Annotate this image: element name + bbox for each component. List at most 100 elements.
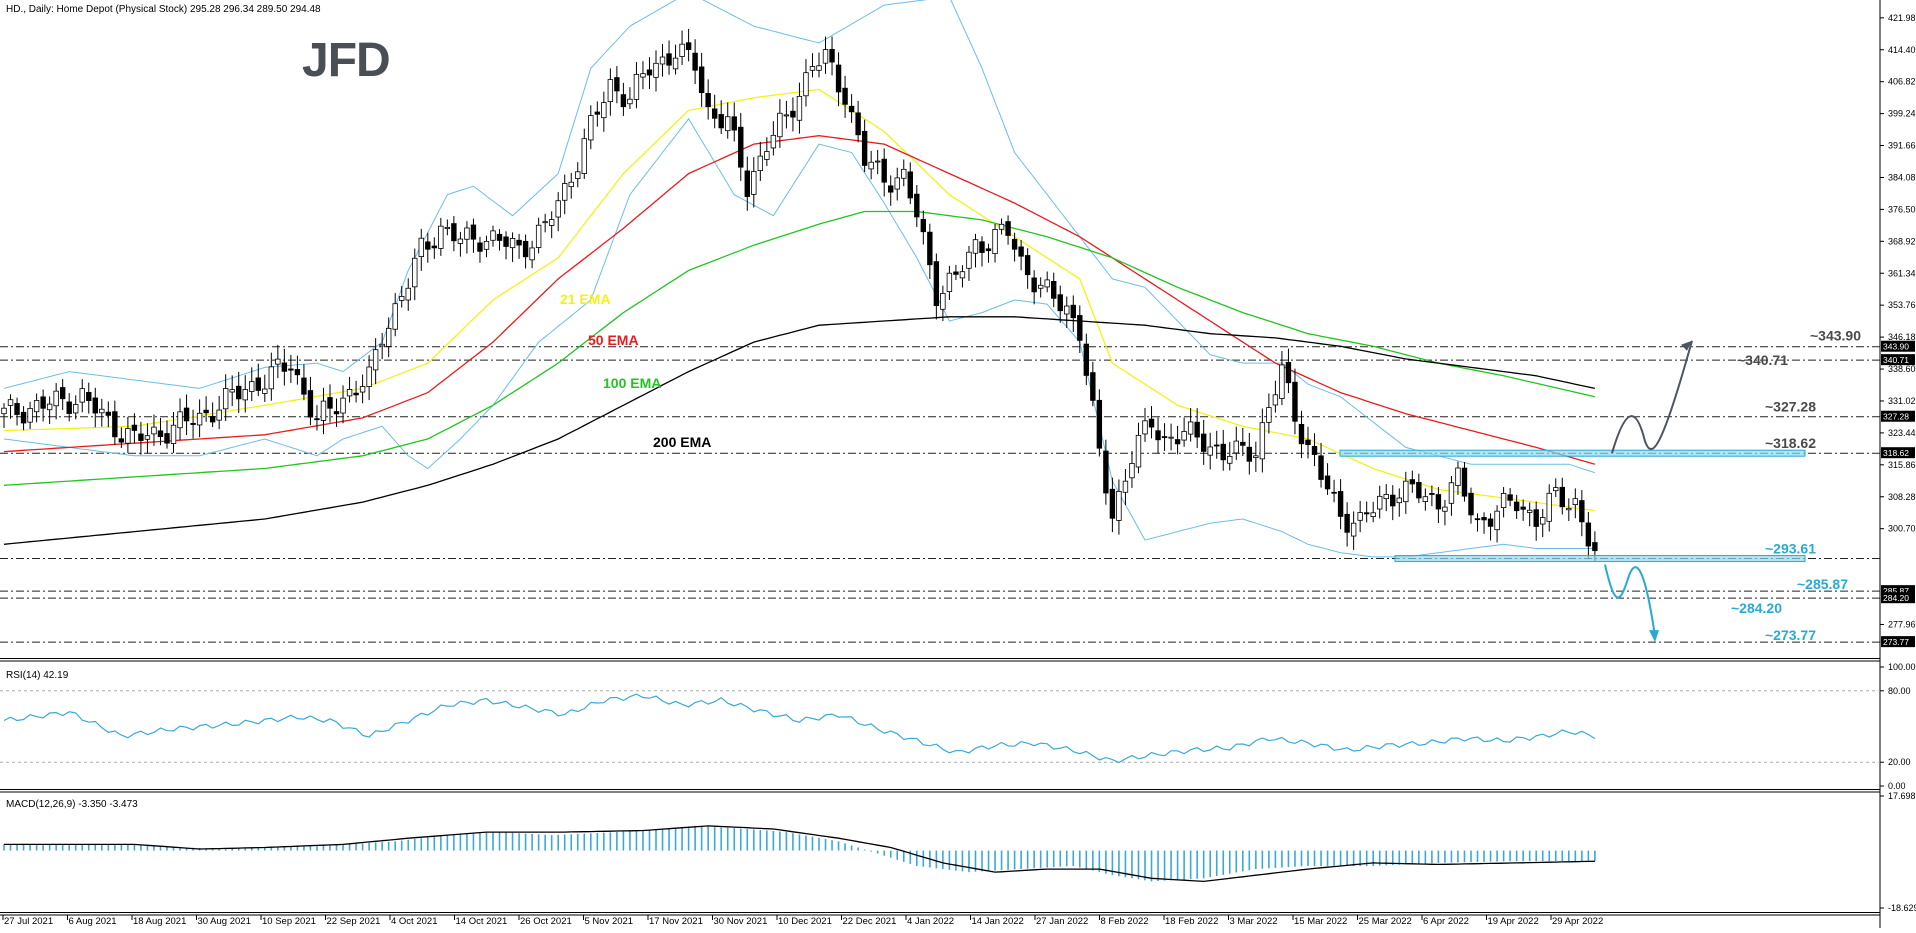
candle-bull bbox=[1377, 495, 1383, 510]
candle-bull bbox=[366, 366, 372, 387]
candle-bear bbox=[138, 433, 144, 441]
candle-bull bbox=[894, 177, 900, 190]
candle-bull bbox=[1142, 420, 1148, 435]
candle-bull bbox=[998, 223, 1005, 230]
price-tick-label: 421.98 bbox=[1888, 13, 1916, 23]
candle-bear bbox=[1390, 494, 1396, 507]
level-price-tag bbox=[1881, 340, 1915, 352]
rsi-tick-label: 80.00 bbox=[1888, 686, 1911, 696]
candle-bear bbox=[1246, 446, 1253, 462]
candle-bull bbox=[1350, 522, 1357, 537]
x-tick-label: 26 Oct 2021 bbox=[520, 916, 572, 927]
candle-bull bbox=[125, 428, 131, 444]
candle-bull bbox=[1448, 482, 1455, 504]
candle-bull bbox=[529, 247, 535, 261]
macd-tick-label: 17.698 bbox=[1888, 791, 1916, 801]
candle-bear bbox=[855, 112, 861, 136]
candle-bull bbox=[816, 65, 822, 71]
candle-bull bbox=[1396, 497, 1402, 504]
candle-bear bbox=[933, 261, 940, 307]
candle-bull bbox=[53, 390, 59, 407]
candle-bear bbox=[281, 362, 288, 372]
candle-bull bbox=[229, 389, 235, 393]
chart-title: HD., Daily: Home Depot (Physical Stock) … bbox=[6, 4, 321, 15]
x-tick-label: 5 Nov 2021 bbox=[585, 916, 634, 927]
candle-bear bbox=[1318, 455, 1324, 480]
candle-bear bbox=[1011, 238, 1018, 250]
candle-bear bbox=[953, 271, 959, 275]
candle-bear bbox=[477, 242, 483, 252]
candle-bull bbox=[633, 73, 640, 100]
x-tick-label: 10 Dec 2021 bbox=[778, 916, 832, 927]
candle-bear bbox=[86, 392, 92, 402]
candle-bear bbox=[1077, 315, 1083, 341]
candle-bear bbox=[705, 93, 711, 108]
x-tick-label: 19 Apr 2022 bbox=[1488, 916, 1539, 927]
candle-bull bbox=[607, 79, 614, 102]
candle-bear bbox=[888, 185, 894, 193]
candle-bear bbox=[1481, 517, 1487, 521]
candle-bull bbox=[946, 272, 953, 293]
candle-bull bbox=[568, 181, 574, 188]
candle-bear bbox=[718, 114, 724, 129]
price-tick-label: 346.18 bbox=[1888, 332, 1916, 342]
candle-bear bbox=[620, 94, 627, 108]
candle-bear bbox=[594, 111, 601, 115]
candle-bull bbox=[1116, 490, 1122, 521]
candle-bear bbox=[1292, 381, 1298, 422]
candle-bear bbox=[425, 241, 431, 250]
candle-bear bbox=[731, 116, 737, 131]
candle-bull bbox=[385, 327, 392, 347]
candle-bull bbox=[1370, 512, 1376, 518]
macd-tick-label: -18.629 bbox=[1888, 903, 1916, 913]
candle-bull bbox=[803, 72, 809, 97]
price-tick-label: 399.24 bbox=[1888, 109, 1916, 119]
candle-bull bbox=[46, 403, 53, 411]
candle-bull bbox=[144, 435, 151, 440]
candle-bull bbox=[196, 412, 203, 426]
x-tick-label: 14 Oct 2021 bbox=[456, 916, 508, 927]
ema50-label: 50 EMA bbox=[588, 332, 639, 348]
candle-bear bbox=[666, 53, 672, 66]
candle-bull bbox=[581, 138, 587, 175]
candle-bull bbox=[1357, 512, 1363, 521]
candle-bull bbox=[1566, 507, 1572, 511]
candle-bull bbox=[392, 303, 398, 330]
candle-bear bbox=[40, 396, 46, 409]
level-price-tag-text: 343.90 bbox=[1883, 342, 1909, 352]
candle-bull bbox=[1037, 284, 1044, 289]
level-label: ~285.87 bbox=[1797, 576, 1848, 592]
candle-bear bbox=[698, 66, 705, 94]
candle-bear bbox=[842, 87, 848, 105]
candle-bull bbox=[659, 56, 666, 65]
candle-bull bbox=[509, 238, 516, 249]
candle-bear bbox=[1148, 418, 1155, 428]
candle-bear bbox=[1103, 450, 1109, 494]
candle-bear bbox=[1018, 246, 1024, 257]
candle-bear bbox=[1109, 488, 1116, 519]
candle-bull bbox=[222, 388, 229, 410]
candle-bear bbox=[1474, 518, 1481, 521]
candle-bull bbox=[418, 237, 424, 257]
candle-bull bbox=[868, 161, 874, 170]
candle-bull bbox=[672, 57, 679, 70]
candle-bear bbox=[685, 42, 692, 50]
price-tick-label: 376.50 bbox=[1888, 204, 1916, 214]
candle-bull bbox=[405, 287, 411, 301]
candle-bull bbox=[627, 98, 633, 105]
rsi-tick-label: 0.00 bbox=[1888, 781, 1906, 791]
jfd-logo: JFD bbox=[302, 34, 390, 87]
candle-bear bbox=[1559, 486, 1565, 508]
candle-bear bbox=[1331, 491, 1337, 494]
candle-bear bbox=[1520, 506, 1526, 510]
candle-bear bbox=[711, 108, 718, 119]
x-tick-label: 18 Feb 2022 bbox=[1165, 916, 1218, 927]
candle-bull bbox=[725, 116, 731, 132]
x-tick-label: 17 Nov 2021 bbox=[649, 916, 703, 927]
candle-bear bbox=[985, 248, 992, 252]
candle-bear bbox=[190, 423, 196, 425]
candle-bull bbox=[555, 200, 561, 218]
candle-bull bbox=[783, 114, 790, 117]
